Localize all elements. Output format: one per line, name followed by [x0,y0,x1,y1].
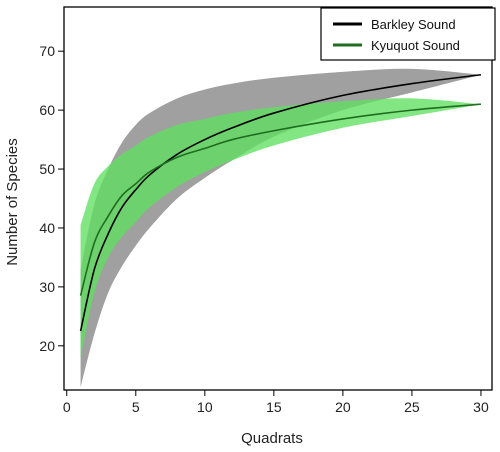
legend-box [320,7,496,61]
y-axis: 20 30 40 50 60 70 [39,43,64,354]
legend-label-kyuquot-sound: Kyuquot Sound [371,38,460,53]
x-tick-label: 20 [335,399,351,415]
x-axis-title: Quadrats [241,430,303,447]
confidence-bands [80,68,481,388]
x-tick-label: 10 [197,399,213,415]
series-line-barkley-sound [79,73,482,332]
y-tick-label: 20 [39,338,55,354]
y-tick-label: 30 [39,279,55,295]
series-line-kyuquot-sound [79,103,482,296]
legend-label-barkley-sound: Barkley Sound [371,17,456,32]
y-tick-label: 70 [39,43,55,59]
x-tick-label: 0 [63,399,71,415]
legend: Barkley Sound Kyuquot Sound [320,7,496,61]
y-tick-label: 40 [39,220,55,236]
y-tick-label: 50 [39,161,55,177]
x-tick-label: 5 [132,399,140,415]
plot-frame [63,6,493,391]
y-tick-label: 60 [39,102,55,118]
series-lines [79,73,482,332]
confidence-band-kyuquot-sound [80,98,481,358]
x-tick-label: 25 [404,399,420,415]
y-axis-title: Number of Species [4,138,21,266]
x-tick-label: 15 [266,399,282,415]
x-axis: 0 5 10 15 20 25 30 [63,390,489,415]
x-tick-label: 30 [473,399,489,415]
